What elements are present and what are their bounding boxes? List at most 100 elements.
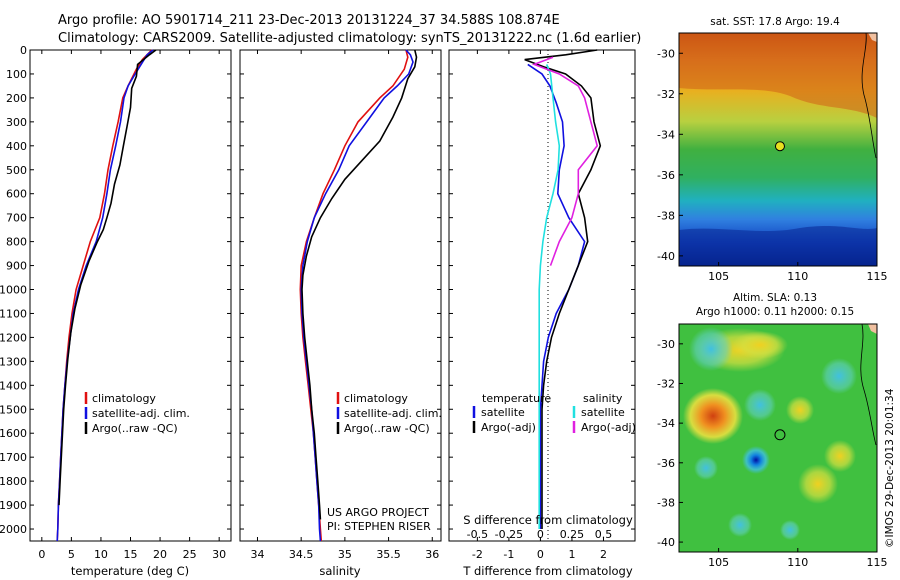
depth-tick-label: 700 [6,212,27,225]
sla-map-x-axis: 105 110 115 [708,548,888,569]
s-tick-label: 0 [537,528,544,541]
legend-label-satellite: satellite-adj. clim. [344,407,442,420]
map-x-tick-label: 115 [867,270,888,283]
map-x-tick-label: 110 [787,556,808,569]
depth-tick-label: 300 [6,116,27,129]
depth-tick-label: 1200 [0,331,27,344]
series-line-salinity-argo-adj- [531,56,599,266]
series-line-temperature-argo-adj- [524,49,602,529]
x-tick-label: 10 [94,548,108,561]
map-y-tick-label: -32 [657,88,675,101]
sst-argo-marker [774,141,785,152]
map-y-tick-label: -38 [657,209,675,222]
sla-yellow-north-2 [732,331,788,359]
legend-label-t-satellite: satellite [481,406,525,419]
depth-tick-label: 200 [6,92,27,105]
x-tick-label: 34.5 [289,548,314,561]
series-line-argo-raw-qc- [301,49,418,520]
x-tick-label: 35 [338,548,352,561]
map-x-tick-label: 105 [708,270,729,283]
salinity-panel-frame [239,49,442,542]
s-tick-label: 0.25 [560,528,585,541]
series-line-argo-raw-qc- [58,49,157,506]
sla-map-y-axis: -30 -32 -34 -36 -38 -40 [657,338,683,549]
map-y-tick-label: -40 [657,250,675,263]
depth-tick-label: 0 [20,44,27,57]
sst-map-y-axis: -30 -32 -34 -36 -38 -40 [657,47,683,263]
sla-argo-marker [774,429,786,441]
sla-yellow-se [824,440,856,472]
sla-map [678,323,878,553]
depth-axis: 0 100 200 300 400 500 600 700 800 900 1000 1100 1200… [0,44,635,536]
x-tick-label: -1 [503,548,514,561]
series-line-salinity-satellite [538,64,561,529]
depth-tick-label: 1300 [0,355,27,368]
legend-title-salinity: salinity [583,392,623,405]
depth-tick-label: 1000 [0,284,27,297]
legend-label-argo: Argo(..raw -QC) [92,422,178,435]
sla-yellow-south [798,464,838,504]
temperature-x-label: temperature (deg C) [71,564,189,578]
map-x-tick-label: 110 [787,270,808,283]
sst-coastline [861,32,877,159]
map-y-tick-label: -32 [657,377,675,390]
depth-tick-label: 900 [6,260,27,273]
x-tick-label: 36 [425,548,439,561]
sla-cyan-south-2 [780,520,800,540]
legend-label-argo: Argo(..raw -QC) [344,422,430,435]
sst-map-frame [678,32,878,267]
legend-label-s-satellite: satellite [581,406,625,419]
temperature-panel-frame [29,49,232,542]
sla-cyan-mid [744,389,776,421]
depth-tick-label: 1500 [0,403,27,416]
depth-tick-label: 100 [6,68,27,81]
salinity-series [299,49,418,542]
x-tick-label: 2 [600,548,607,561]
legend-label-s-argo: Argo(-adj) [581,421,636,434]
depth-tick-label: 1400 [0,379,27,392]
depth-tick-label: 1700 [0,451,27,464]
x-tick-label: 25 [183,548,197,561]
temperature-x-axis: 0 5 10 15 20 25 30 [38,50,226,561]
difference-series [524,49,602,529]
legend-label-satellite: satellite-adj. clim. [92,407,190,420]
legend-title-temperature: temperature [482,392,551,405]
map-y-tick-label: -38 [657,496,675,509]
header-line-2: Climatology: CARS2009. Satellite-adjuste… [58,31,641,46]
s-tick-label: -0.5 [467,528,488,541]
depth-tick-label: 500 [6,164,27,177]
sla-coastline [860,323,877,446]
sst-land [868,33,877,42]
depth-tick-label: 1600 [0,427,27,440]
map-x-tick-label: 115 [867,556,888,569]
sst-map-x-axis: 105 110 115 [708,262,888,283]
sla-cyan-ne [821,358,857,394]
map-y-tick-label: -36 [657,169,675,182]
x-tick-label: 0 [38,548,45,561]
sla-land [868,324,877,334]
depth-tick-label: 2000 [0,523,27,536]
sst-map-title: sat. SST: 17.8 Argo: 19.4 [710,16,840,28]
difference-s-axis: -0.5 -0.25 0 0.25 0.5 [467,528,613,541]
map-y-tick-label: -34 [657,128,675,141]
legend-label-climatology: climatology [344,392,408,405]
sst-cold-region [679,226,877,266]
depth-tick-label: 600 [6,188,27,201]
sla-low [742,446,770,474]
imos-credit: ©IMOS 29-Dec-2013 20:01:34 [884,388,896,548]
project-annotation: US ARGO PROJECT [327,506,429,519]
s-tick-label: -0.25 [495,528,523,541]
map-y-tick-label: -40 [657,536,675,549]
difference-legend: temperature satellite Argo(-adj) salinit… [472,392,636,434]
difference-x-axis: -2 -1 0 1 2 [472,50,607,561]
sla-yellow-east [786,396,814,424]
sla-map-title-2: Argo h1000: 0.11 h2000: 0.15 [696,306,854,318]
x-tick-label: 1 [568,548,575,561]
map-y-tick-label: -30 [657,47,675,60]
map-x-tick-label: 105 [708,556,729,569]
salinity-legend: climatology satellite-adj. clim. Argo(..… [336,392,442,435]
depth-tick-label: 400 [6,140,27,153]
map-y-tick-label: -36 [657,457,675,470]
sla-high-west [683,388,743,444]
map-y-tick-label: -34 [657,417,675,430]
